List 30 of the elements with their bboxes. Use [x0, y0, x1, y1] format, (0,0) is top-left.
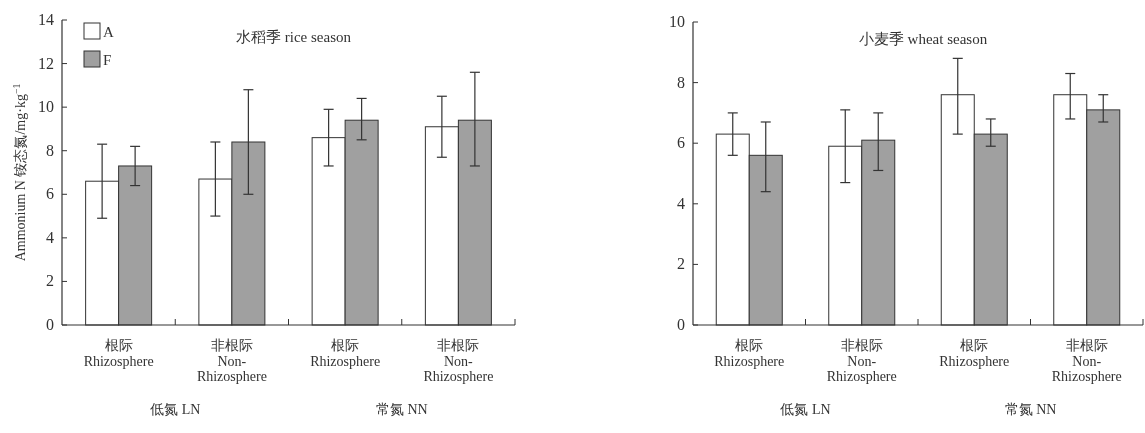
- x-tick-label: 根际 Rhizosphere: [83, 338, 154, 369]
- y-tick-label: 4: [677, 194, 685, 212]
- text: 水稻季 rice season: [236, 29, 352, 45]
- y-tick-label: 12: [38, 54, 54, 72]
- text: 常氮 NN: [1004, 402, 1057, 417]
- x-tick-label: 非根际 Non- Rhizosphere: [423, 338, 494, 384]
- text: 小麦季 wheat season: [858, 31, 988, 47]
- text: 低氮 LN: [780, 402, 831, 417]
- x-tick-label: 根际 Rhizosphere: [939, 338, 1010, 369]
- y-tick-label: 4: [46, 228, 54, 246]
- y-tick-label: 0: [46, 316, 54, 333]
- y-tick-label: 6: [46, 185, 54, 203]
- text: 常氮 NN: [375, 402, 428, 417]
- legend-label: A: [103, 24, 114, 40]
- legend-label: F: [103, 52, 112, 68]
- text: 低氮 LN: [150, 402, 201, 417]
- x-tick-label: 非根际 Non- Rhizosphere: [826, 338, 897, 384]
- y-tick-label: 14: [38, 11, 54, 28]
- x-tick-label: 非根际 Non- Rhizosphere: [196, 338, 267, 384]
- x-tick-label: 根际 Rhizosphere: [310, 338, 381, 369]
- x-tick-label: 非根际 Non- Rhizosphere: [1051, 338, 1122, 384]
- y-tick-label: 2: [677, 255, 685, 273]
- y-tick-label: 6: [677, 134, 685, 152]
- y-tick-label: 0: [677, 316, 685, 333]
- y-tick-label: 8: [46, 141, 54, 159]
- y-tick-label: 10: [669, 13, 685, 30]
- x-tick-label: 根际 Rhizosphere: [714, 338, 785, 369]
- y-tick-label: 2: [46, 272, 54, 290]
- y-tick-label: 10: [38, 98, 54, 116]
- y-tick-label: 8: [677, 73, 685, 91]
